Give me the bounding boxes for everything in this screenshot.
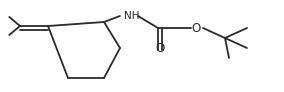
Text: O: O bbox=[155, 42, 165, 55]
Text: NH: NH bbox=[124, 11, 139, 21]
Text: O: O bbox=[191, 22, 201, 34]
